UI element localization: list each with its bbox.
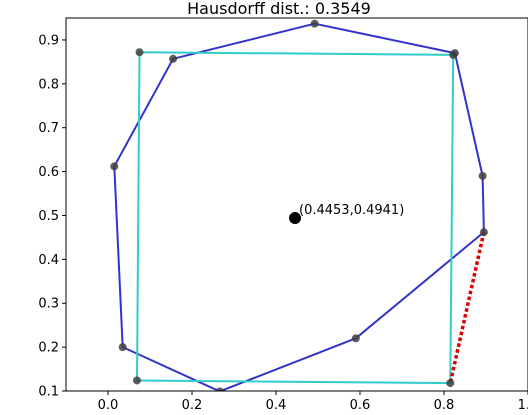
- vertex-point-0-0: [169, 54, 178, 63]
- vertex-point-0-6: [215, 387, 224, 391]
- y-tick-label: 0.9: [38, 33, 59, 48]
- vertex-point-1-3: [132, 376, 141, 385]
- y-tick-label: 0.5: [38, 209, 59, 224]
- axes-frame: [65, 17, 528, 392]
- ticks-layer: 0.0 0.2 0.4 0.6 0.8 1.0 0.1 0.2 0.3 0.4 0.5 0.6 0.7 0…: [38, 33, 528, 413]
- vertex-point-0-5: [351, 334, 360, 343]
- x-tick-label: 0.6: [350, 398, 371, 413]
- points-layer: [110, 19, 488, 391]
- vertex-point-0-8: [110, 162, 119, 171]
- y-tick-label: 0.2: [38, 341, 59, 356]
- y-tick-label: 0.8: [38, 77, 59, 92]
- x-tick-label: 0.2: [182, 398, 203, 413]
- hausdorff-segment: [448, 231, 486, 384]
- y-tick-label: 0.7: [38, 121, 59, 136]
- y-tick-label: 0.6: [38, 165, 59, 180]
- vertex-point-0-7: [118, 343, 127, 352]
- vertex-point-0-1: [310, 19, 319, 28]
- vertex-point-0-3: [478, 171, 487, 180]
- x-tick-label: 0.0: [98, 398, 119, 413]
- x-tick-label: 0.8: [434, 398, 455, 413]
- center-point-label: (0.4453,0.4941): [299, 203, 404, 218]
- y-tick-label: 0.3: [38, 297, 59, 312]
- vertex-point-1-0: [135, 48, 144, 57]
- center-point: [289, 212, 302, 225]
- x-tick-label: 0.4: [266, 398, 287, 413]
- x-tick-label: 1.0: [518, 398, 528, 413]
- series-line-0: [113, 22, 485, 391]
- vertex-point-1-1: [449, 50, 458, 59]
- vertex-point-0-4: [479, 228, 488, 237]
- y-tick-label: 0.1: [38, 385, 59, 400]
- y-tick-label: 0.4: [38, 253, 59, 268]
- vertex-point-1-2: [446, 379, 455, 388]
- chart-title: Hausdorff dist.: 0.3549: [187, 0, 371, 18]
